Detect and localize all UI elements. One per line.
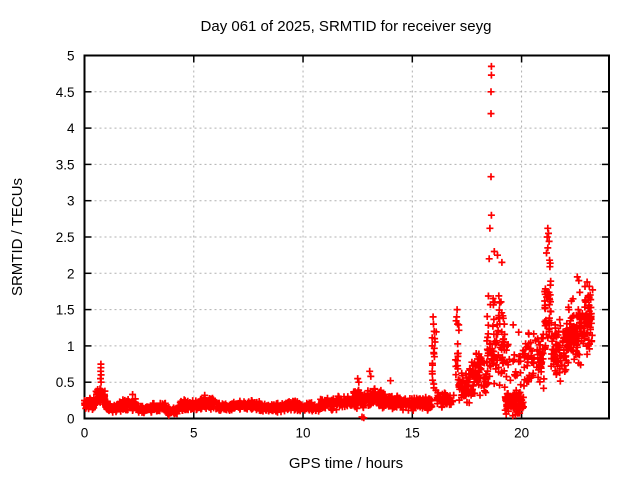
data-points-path (81, 62, 597, 422)
x-tick-label: 0 (81, 426, 89, 441)
data-points (81, 62, 597, 422)
y-axis-label: SRMTID / TECUs (9, 178, 26, 296)
y-tick-label: 0.5 (56, 375, 75, 390)
y-tick-label: 1 (67, 339, 75, 354)
x-tick-labels: 0 5 10 15 20 (81, 426, 529, 441)
plot-border (83, 54, 610, 420)
y-tick-label: 3.5 (56, 157, 75, 172)
x-tick-label: 15 (405, 426, 420, 441)
y-tick-label: 2.5 (56, 230, 75, 245)
x-tick-label: 10 (296, 426, 311, 441)
y-tick-label: 4 (67, 121, 75, 136)
y-tick-label: 2 (67, 266, 75, 281)
y-tick-label: 1.5 (56, 303, 75, 318)
y-tick-label: 3 (67, 194, 75, 209)
x-tick-label: 20 (514, 426, 529, 441)
y-tick-label: 0 (67, 412, 75, 427)
y-tick-label: 4.5 (56, 85, 75, 100)
x-axis-label: GPS time / hours (289, 455, 403, 472)
y-tick-labels: 0 0.5 1 1.5 2 2.5 3 3.5 4 4.5 5 (56, 49, 75, 427)
x-tick-label: 5 (190, 426, 198, 441)
chart-title: Day 061 of 2025, SRMTID for receiver sey… (201, 18, 492, 35)
y-tick-label: 5 (67, 49, 75, 64)
